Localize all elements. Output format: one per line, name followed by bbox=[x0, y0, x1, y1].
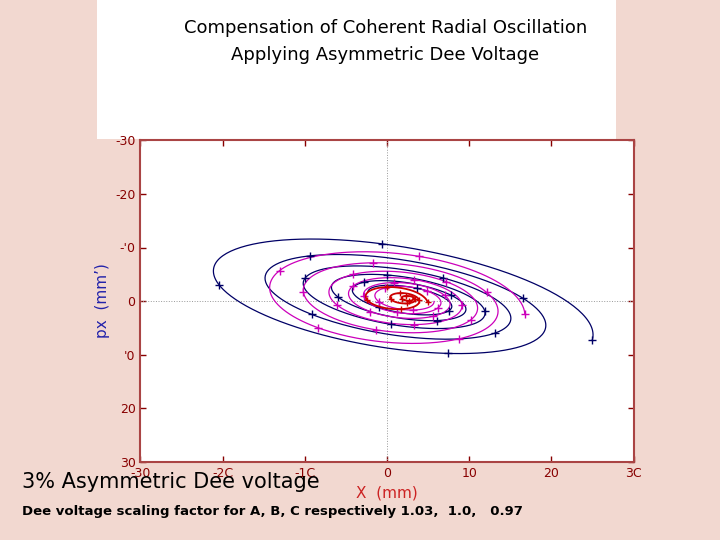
Text: Dee voltage scaling factor for A, B, C respectively 1.03,  1.0,   0.97: Dee voltage scaling factor for A, B, C r… bbox=[22, 505, 523, 518]
Text: 3% Asymmetric Dee voltage: 3% Asymmetric Dee voltage bbox=[22, 472, 319, 492]
X-axis label: X  (mm): X (mm) bbox=[356, 485, 418, 500]
Text: Compensation of Coherent Radial Oscillation: Compensation of Coherent Radial Oscillat… bbox=[184, 19, 587, 37]
Y-axis label: px  (mm’): px (mm’) bbox=[94, 264, 109, 339]
Text: Applying Asymmetric Dee Voltage: Applying Asymmetric Dee Voltage bbox=[231, 46, 539, 64]
